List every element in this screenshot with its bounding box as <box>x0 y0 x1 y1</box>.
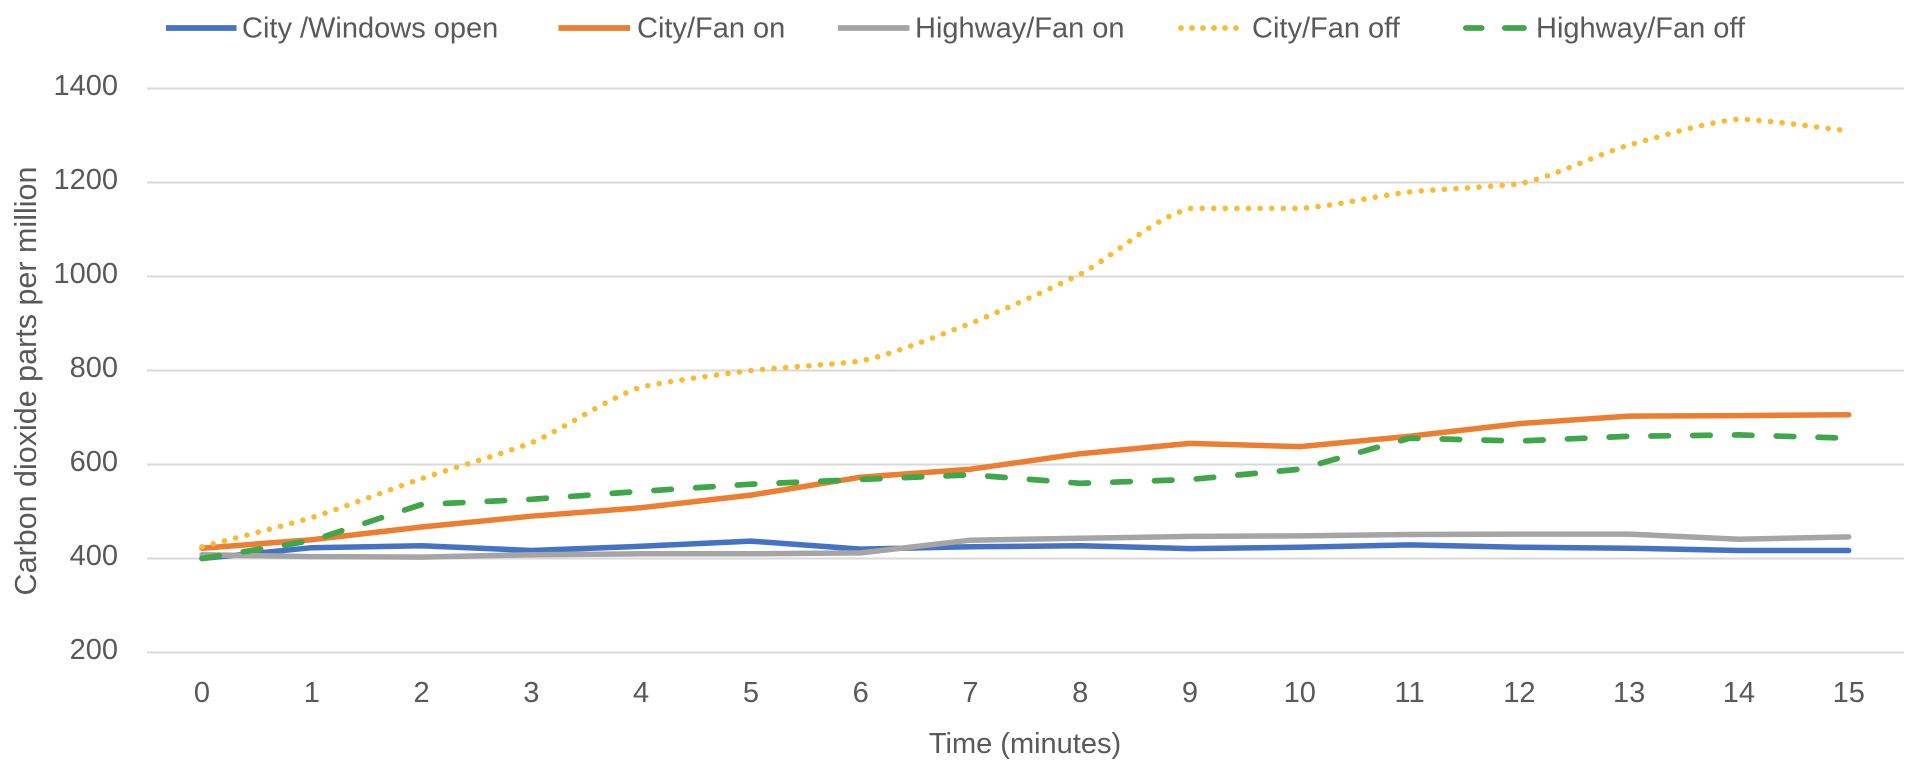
svg-text:11: 11 <box>1395 677 1425 709</box>
svg-text:1000: 1000 <box>53 258 118 290</box>
svg-text:600: 600 <box>70 446 118 478</box>
svg-text:City/Fan off: City/Fan off <box>1252 13 1401 45</box>
svg-text:Highway/Fan on: Highway/Fan on <box>915 13 1125 45</box>
svg-text:400: 400 <box>70 540 118 572</box>
svg-text:9: 9 <box>1182 677 1198 709</box>
svg-text:City /Windows open: City /Windows open <box>242 13 498 45</box>
svg-text:14: 14 <box>1723 677 1755 709</box>
svg-text:Time (minutes): Time (minutes) <box>929 728 1121 760</box>
svg-text:800: 800 <box>70 352 118 384</box>
svg-text:1: 1 <box>304 677 320 709</box>
svg-text:2: 2 <box>414 677 430 709</box>
svg-text:3: 3 <box>523 677 539 709</box>
svg-text:6: 6 <box>853 677 869 709</box>
svg-text:13: 13 <box>1613 677 1645 709</box>
svg-text:10: 10 <box>1284 677 1316 709</box>
svg-text:City/Fan on: City/Fan on <box>637 13 785 45</box>
svg-text:4: 4 <box>633 677 649 709</box>
svg-text:5: 5 <box>743 677 759 709</box>
svg-text:200: 200 <box>70 634 118 666</box>
svg-text:Carbon dioxide parts per milli: Carbon dioxide parts per million <box>9 167 43 596</box>
svg-text:Highway/Fan off: Highway/Fan off <box>1536 13 1746 45</box>
svg-text:1400: 1400 <box>53 70 118 102</box>
svg-text:0: 0 <box>194 677 210 709</box>
svg-text:7: 7 <box>962 677 978 709</box>
svg-text:12: 12 <box>1503 677 1535 709</box>
svg-text:1200: 1200 <box>53 164 118 196</box>
svg-text:8: 8 <box>1072 677 1088 709</box>
svg-text:15: 15 <box>1833 677 1865 709</box>
